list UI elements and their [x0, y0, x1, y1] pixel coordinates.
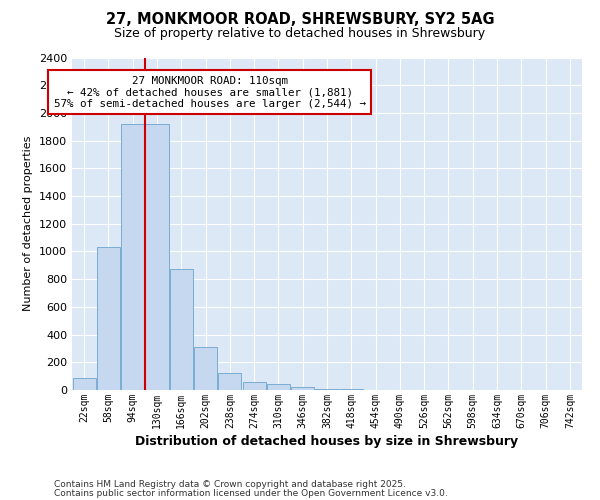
X-axis label: Distribution of detached houses by size in Shrewsbury: Distribution of detached houses by size …: [136, 435, 518, 448]
Y-axis label: Number of detached properties: Number of detached properties: [23, 136, 34, 312]
Text: 27, MONKMOOR ROAD, SHREWSBURY, SY2 5AG: 27, MONKMOOR ROAD, SHREWSBURY, SY2 5AG: [106, 12, 494, 28]
Text: Contains public sector information licensed under the Open Government Licence v3: Contains public sector information licen…: [54, 490, 448, 498]
Bar: [97, 246, 120, 390]
Bar: [170, 269, 193, 390]
Bar: [291, 387, 314, 390]
Bar: [316, 389, 338, 390]
Bar: [218, 374, 241, 390]
Bar: [194, 347, 217, 390]
Text: Size of property relative to detached houses in Shrewsbury: Size of property relative to detached ho…: [115, 28, 485, 40]
Bar: [242, 382, 266, 390]
Bar: [267, 384, 290, 390]
Text: 27 MONKMOOR ROAD: 110sqm
← 42% of detached houses are smaller (1,881)
57% of sem: 27 MONKMOOR ROAD: 110sqm ← 42% of detach…: [54, 76, 366, 109]
Bar: [121, 124, 144, 390]
Bar: [145, 124, 169, 390]
Text: Contains HM Land Registry data © Crown copyright and database right 2025.: Contains HM Land Registry data © Crown c…: [54, 480, 406, 489]
Bar: [73, 378, 95, 390]
